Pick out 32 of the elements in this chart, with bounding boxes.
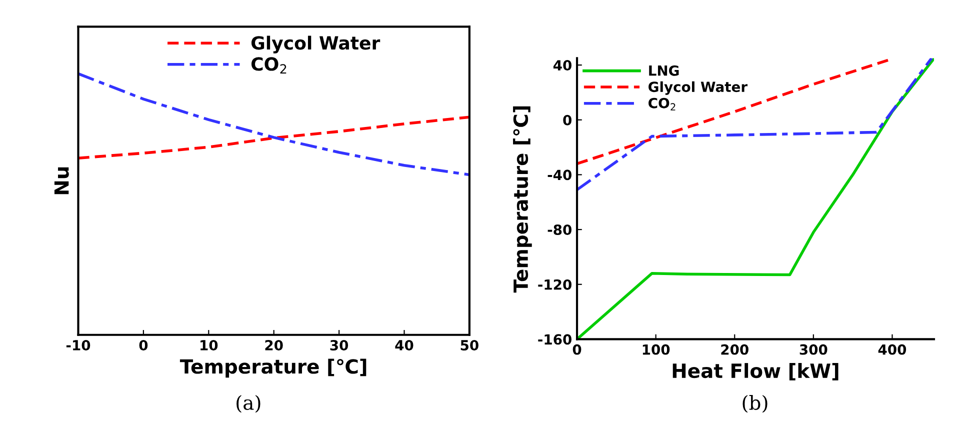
x-tick-label: 30 [330,340,348,350]
legend-label: LNG [649,65,679,76]
x-tick-label: 300 [800,344,828,355]
x-tick-label: 10 [200,340,218,350]
x-axis-title: Heat Flow [kW] [672,363,838,380]
x-tick-label: 40 [395,340,414,350]
y-tick-label: -160 [538,334,572,345]
y-tick-label: 40 [553,60,572,71]
x-tick-label: 400 [878,344,906,355]
y-tick-label: 0 [563,114,572,126]
x-tick-label: 20 [265,340,283,350]
legend-label: CO$_{2}$ [648,98,676,110]
y-tick-label: -40 [548,170,572,180]
line-series [577,58,892,166]
x-tick-label: 50 [460,340,478,350]
legend-label: Glycol Water [648,81,748,95]
x-axis-title: Temperature [℃] [180,358,366,378]
legend-label: Glycol Water [251,36,380,54]
y-tick-label: -80 [548,224,572,236]
x-tick-label: 100 [642,344,670,355]
y-axis-title: Nu [54,167,69,194]
text: (a) [236,394,260,413]
x-tick-label: 0 [139,340,148,350]
y-axis-title: Temperature [℃] [513,106,532,293]
x-tick-label: 0 [572,344,582,355]
x-tick-label: -10 [66,340,90,350]
text: (b) [742,394,768,413]
line-series [577,58,934,340]
x-tick-label: 200 [721,344,748,355]
line-series [577,58,934,192]
legend-label: CO$_{2}$ [251,57,286,74]
y-tick-label: -120 [538,279,572,290]
